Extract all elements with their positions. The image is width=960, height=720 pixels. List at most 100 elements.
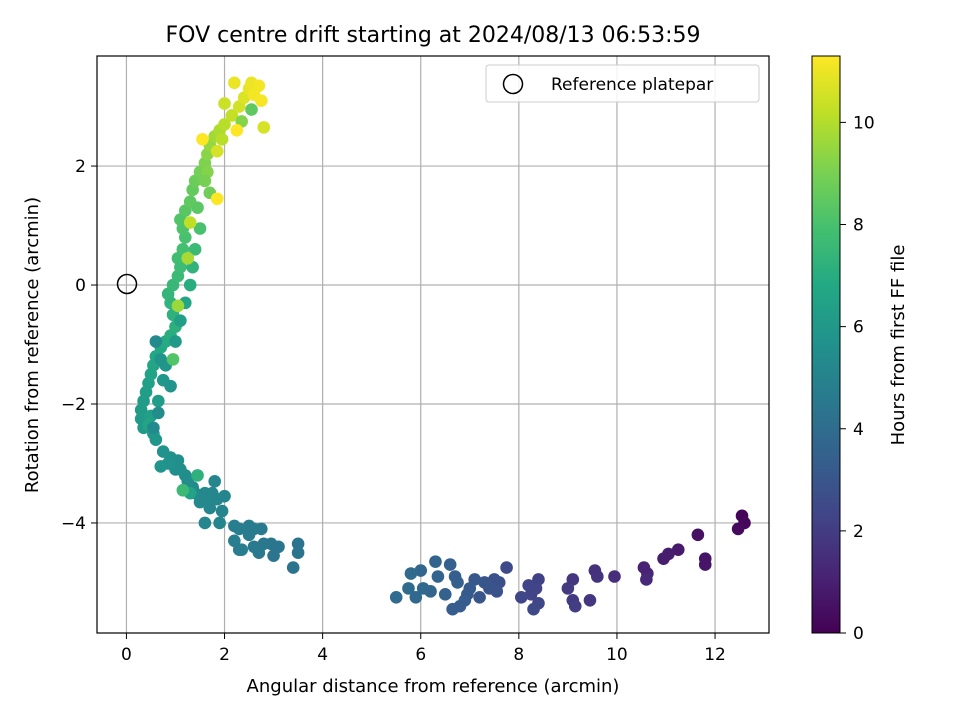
colorbar-tick-label: 0 — [853, 624, 864, 644]
scatter-point — [451, 576, 464, 589]
scatter-point — [164, 379, 177, 393]
scatter-point — [473, 591, 486, 604]
scatter-points — [134, 76, 751, 616]
scatter-point — [154, 460, 168, 473]
reference-platepar-marker — [116, 273, 138, 295]
scatter-point — [228, 534, 241, 548]
scatter-point — [657, 552, 670, 565]
scatter-point — [522, 579, 535, 592]
scatter-point — [429, 555, 442, 568]
scatter-point — [154, 353, 168, 366]
scatter-point — [416, 582, 430, 595]
scatter-point — [698, 558, 712, 571]
scatter-point — [213, 516, 226, 530]
scatter-point — [608, 570, 621, 583]
scatter-point — [286, 561, 300, 574]
colorbar-ticks: 0 2 4 6 8 10 — [840, 113, 875, 644]
scatter-point — [198, 174, 212, 188]
scatter-point — [637, 561, 651, 574]
scatter-point — [191, 469, 204, 482]
scatter-point — [291, 546, 305, 559]
colorbar-tick-label: 4 — [853, 420, 864, 440]
x-tick-label: 0 — [121, 645, 132, 665]
x-axis-label: Angular distance from reference (arcmin) — [247, 676, 620, 697]
scatter-point — [228, 519, 241, 533]
scatter-point — [215, 132, 229, 146]
scatter-point — [188, 243, 202, 256]
colorbar-tick-label: 6 — [853, 318, 864, 338]
scatter-point — [174, 314, 187, 328]
x-tick-label: 6 — [415, 645, 426, 665]
scatter-point — [404, 567, 418, 580]
scatter-point — [409, 591, 423, 604]
scatter-point — [149, 335, 163, 348]
scatter-point — [218, 97, 231, 110]
scatter-point — [583, 593, 597, 607]
scatter-point — [152, 394, 165, 408]
plot-frame — [96, 55, 770, 634]
scatter-point — [267, 549, 280, 562]
scatter-point — [169, 335, 182, 348]
colorbar-tick-label: 8 — [853, 216, 864, 236]
chart-title: FOV centre drift starting at 2024/08/13 … — [166, 23, 701, 48]
scatter-point — [152, 406, 165, 420]
scatter-point — [176, 483, 190, 497]
legend-marker-open-circle — [502, 73, 524, 95]
scatter-point — [208, 475, 222, 488]
y-axis: −4 −2 0 2 — [61, 157, 97, 534]
scatter-point — [245, 103, 258, 116]
x-tick-label: 4 — [317, 645, 328, 665]
scatter-point — [514, 591, 528, 604]
colorbar-tick-label: 10 — [853, 113, 875, 133]
scatter-point — [490, 585, 504, 598]
colorbar-label: Hours from first FF file — [888, 245, 909, 446]
scatter-point — [235, 543, 249, 557]
scatter-point — [210, 192, 224, 206]
scatter-point — [183, 216, 197, 229]
y-tick-label: −2 — [61, 395, 86, 415]
y-tick-label: 0 — [75, 276, 86, 296]
scatter-point — [527, 602, 540, 616]
scatter-point — [438, 588, 452, 601]
colorbar — [811, 55, 841, 634]
scatter-point — [242, 519, 256, 533]
scatter-point — [247, 540, 261, 554]
scatter-point — [196, 132, 209, 146]
scatter-point — [181, 251, 195, 265]
x-axis: 0 2 4 6 8 10 12 — [121, 633, 726, 665]
scatter-point — [257, 121, 271, 134]
scatter-point — [228, 76, 241, 90]
scatter-point — [446, 602, 459, 616]
scatter-point — [500, 561, 513, 574]
scatter-point — [193, 222, 207, 235]
x-tick-label: 2 — [219, 645, 230, 665]
y-axis-label: Rotation from reference (arcmin) — [22, 197, 43, 493]
scatter-point — [218, 118, 231, 131]
legend-label: Reference platepar — [551, 75, 713, 95]
x-tick-label: 10 — [606, 645, 628, 665]
scatter-point — [640, 573, 653, 586]
x-tick-label: 8 — [513, 645, 524, 665]
scatter-point — [478, 576, 491, 589]
colorbar-tick-label: 2 — [853, 522, 864, 542]
scatter-point — [561, 582, 575, 595]
scatter-point — [247, 88, 261, 101]
scatter-point — [225, 109, 239, 122]
scatter-point — [568, 599, 582, 613]
scatter-point — [183, 278, 197, 292]
scatter-point — [230, 124, 244, 137]
scatter-point — [191, 201, 204, 214]
scatter-point — [166, 353, 180, 366]
x-tick-label: 12 — [704, 645, 726, 665]
scatter-point — [147, 421, 160, 435]
scatter-point — [414, 564, 428, 577]
scatter-point — [389, 591, 403, 604]
scatter-point — [691, 528, 705, 542]
scatter-point — [402, 582, 415, 595]
scatter-point — [210, 144, 224, 158]
scatter-point — [171, 299, 185, 313]
legend-box — [485, 64, 760, 103]
scatter-point — [291, 537, 305, 551]
scatter-point — [591, 570, 604, 583]
